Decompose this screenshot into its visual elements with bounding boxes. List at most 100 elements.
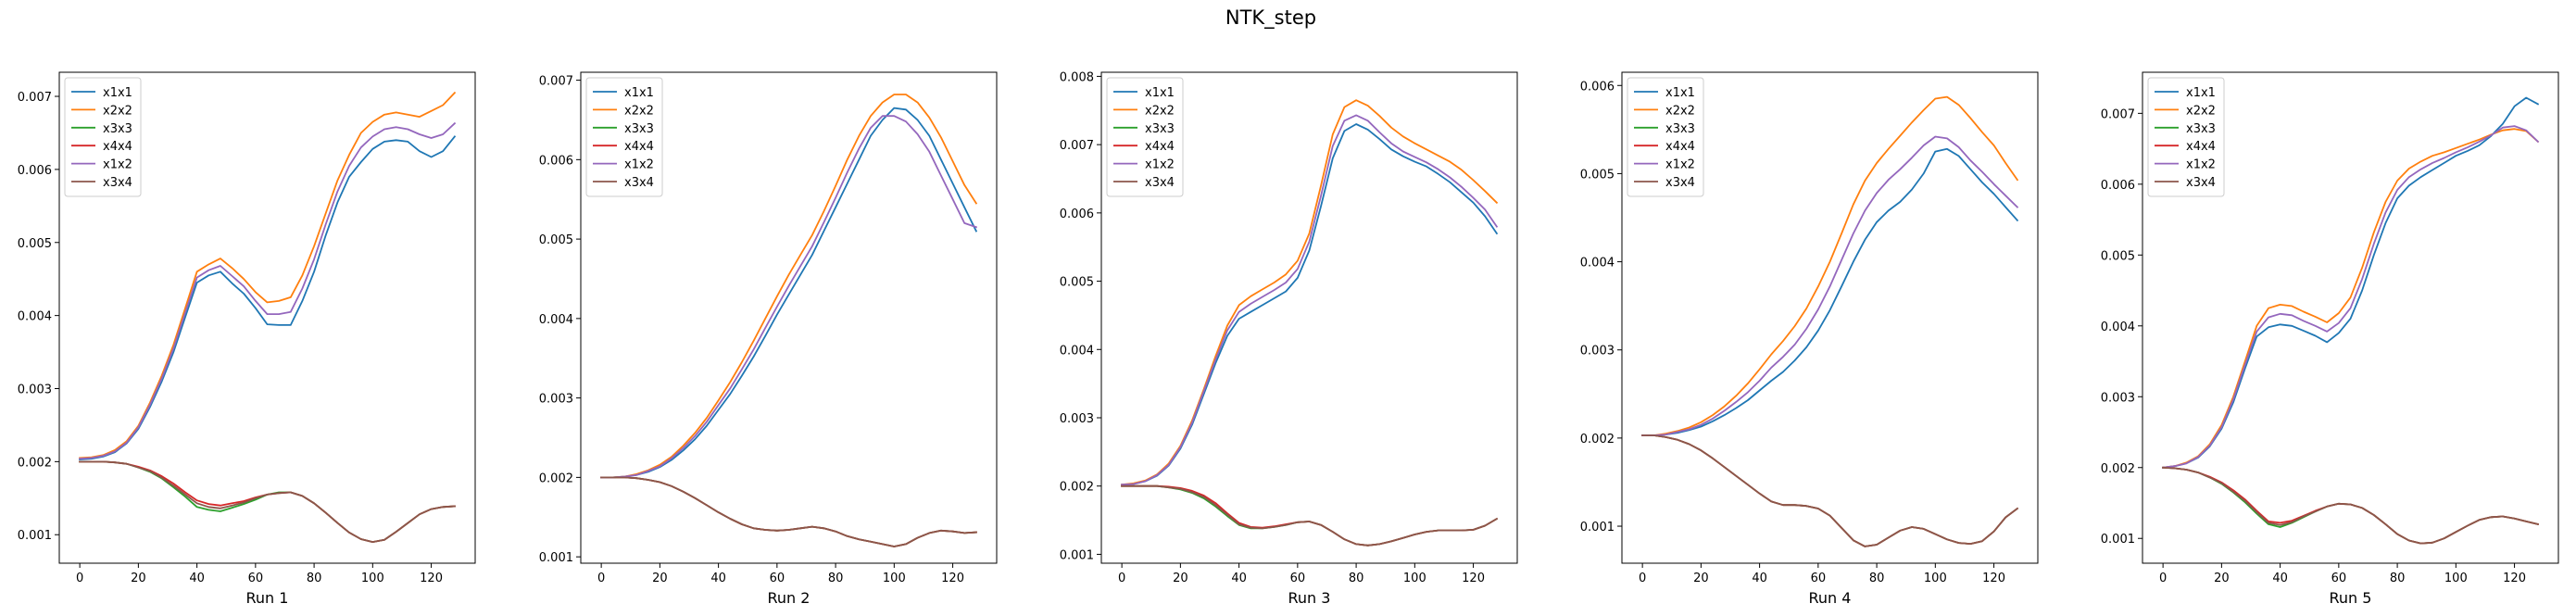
y-tick-label: 0.006 [539, 154, 573, 168]
y-tick-label: 0.005 [1580, 168, 1615, 182]
x-tick-label: 100 [1403, 572, 1426, 585]
x-tick-label: 0 [2159, 572, 2167, 585]
x-axis-label: Run 3 [1288, 589, 1331, 607]
x-tick-label: 40 [1752, 572, 1767, 585]
x-tick-label: 80 [1869, 572, 1885, 585]
series-line-x3x4 [1121, 484, 1499, 547]
plot-frame [1621, 71, 2039, 564]
x-tick-label: 60 [248, 572, 264, 585]
y-tick-label: 0.001 [1580, 521, 1615, 534]
y-tick-label: 0.004 [2101, 321, 2135, 334]
x-tick-label: 100 [361, 572, 384, 585]
legend-label-x1x1: x1x1 [2186, 86, 2216, 100]
x-tick-label: 0 [1118, 572, 1125, 585]
y-tick-label: 0.003 [1060, 412, 1094, 426]
legend-label-x4x4: x4x4 [624, 140, 654, 154]
x-tick-label: 40 [189, 572, 205, 585]
x-tick-label: 40 [2272, 572, 2288, 585]
x-tick-label: 120 [1462, 572, 1485, 585]
x-axis-label: Run 2 [768, 589, 810, 607]
chart-panel-4: 0 20 40 60 80 100 120 0.001 0.002 0.003 0.004 0.005… [1580, 71, 2039, 607]
y-tick-label: 0.007 [539, 75, 573, 89]
legend-label-x1x2: x1x2 [1145, 158, 1175, 172]
series-line-x1x2 [2162, 125, 2540, 469]
y-tick-label: 0.006 [18, 164, 52, 178]
chart-panels: 0 20 40 60 80 100 120 0.001 0.002 0.003 0.004 0.005… [18, 70, 2559, 607]
legend-label-x1x1: x1x1 [624, 86, 654, 100]
x-tick-label: 100 [883, 572, 906, 585]
legend-label-x3x3: x3x3 [103, 122, 132, 136]
series-line-x2x2 [1641, 95, 2019, 436]
legend-label-x4x4: x4x4 [103, 140, 132, 154]
legend-label-x3x4: x3x4 [1145, 176, 1175, 190]
legend-label-x1x1: x1x1 [1145, 86, 1175, 100]
legend-label-x3x4: x3x4 [103, 176, 132, 190]
y-tick-label: 0.006 [1060, 207, 1094, 221]
x-tick-label: 120 [2503, 572, 2526, 585]
legend-label-x3x3: x3x3 [1665, 122, 1695, 136]
figure-title: NTK_step [1225, 6, 1316, 30]
legend-label-x3x4: x3x4 [624, 176, 654, 190]
legend-label-x1x2: x1x2 [103, 158, 132, 172]
chart-panel-5: 0 20 40 60 80 100 120 0.001 0.002 0.003 0.004 0.005… [2101, 71, 2559, 607]
legend-label-x3x4: x3x4 [1665, 176, 1695, 190]
x-tick-label: 100 [1924, 572, 1947, 585]
series-line-x3x4 [79, 460, 456, 543]
legend-label-x4x4: x4x4 [2186, 140, 2216, 154]
x-tick-label: 0 [1639, 572, 1646, 585]
x-axis-label: Run 1 [246, 589, 289, 607]
legend-label-x1x1: x1x1 [103, 86, 132, 100]
y-tick-label: 0.002 [1580, 433, 1615, 446]
y-tick-label: 0.002 [18, 456, 52, 470]
x-tick-label: 80 [1349, 572, 1364, 585]
x-tick-label: 20 [131, 572, 146, 585]
x-tick-label: 120 [941, 572, 964, 585]
x-tick-label: 120 [1982, 572, 2005, 585]
y-tick-label: 0.006 [1580, 80, 1615, 94]
x-tick-label: 20 [2214, 572, 2230, 585]
x-axis-label: Run 5 [2330, 589, 2372, 607]
series-line-x1x2 [600, 115, 978, 479]
series-line-x1x1 [1641, 147, 2019, 436]
x-tick-label: 80 [828, 572, 844, 585]
x-tick-label: 20 [1173, 572, 1188, 585]
legend-label-x2x2: x2x2 [1665, 104, 1695, 118]
legend-label-x3x4: x3x4 [2186, 176, 2216, 190]
x-tick-label: 0 [76, 572, 83, 585]
x-tick-label: 60 [1811, 572, 1827, 585]
series-line-x1x1 [600, 107, 978, 479]
legend-label-x3x3: x3x3 [624, 122, 654, 136]
legend-label-x2x2: x2x2 [624, 104, 654, 118]
y-tick-label: 0.005 [18, 237, 52, 251]
legend-label-x3x3: x3x3 [2186, 122, 2216, 136]
plot-frame [58, 71, 476, 564]
y-tick-label: 0.007 [18, 91, 52, 105]
legend-label-x1x2: x1x2 [624, 158, 654, 172]
y-tick-label: 0.002 [1060, 481, 1094, 495]
x-tick-label: 80 [307, 572, 322, 585]
y-tick-label: 0.001 [1060, 548, 1094, 562]
y-tick-label: 0.004 [539, 313, 573, 327]
plot-frame [580, 71, 998, 564]
y-tick-label: 0.005 [1060, 276, 1094, 290]
y-tick-label: 0.004 [18, 310, 52, 324]
x-tick-label: 60 [1290, 572, 1306, 585]
legend-label-x2x2: x2x2 [1145, 104, 1175, 118]
y-tick-label: 0.006 [2101, 179, 2135, 193]
x-axis-label: Run 4 [1809, 589, 1852, 607]
y-tick-label: 0.007 [1060, 139, 1094, 153]
x-tick-label: 40 [710, 572, 726, 585]
chart-panel-3: 0 20 40 60 80 100 120 0.001 0.002 0.003 0.004 0.005… [1060, 70, 1518, 607]
y-tick-label: 0.005 [2101, 249, 2135, 263]
y-tick-label: 0.004 [1060, 344, 1094, 358]
x-tick-label: 120 [420, 572, 443, 585]
legend-label-x4x4: x4x4 [1665, 140, 1695, 154]
legend-label-x2x2: x2x2 [2186, 104, 2216, 118]
legend-label-x1x2: x1x2 [2186, 158, 2216, 172]
y-tick-label: 0.001 [2101, 533, 2135, 547]
y-tick-label: 0.001 [18, 529, 52, 543]
y-tick-label: 0.005 [539, 233, 573, 247]
legend: x1x1 x2x2 x3x3 x4x4 x1x2 x3x4 [1106, 77, 1184, 197]
